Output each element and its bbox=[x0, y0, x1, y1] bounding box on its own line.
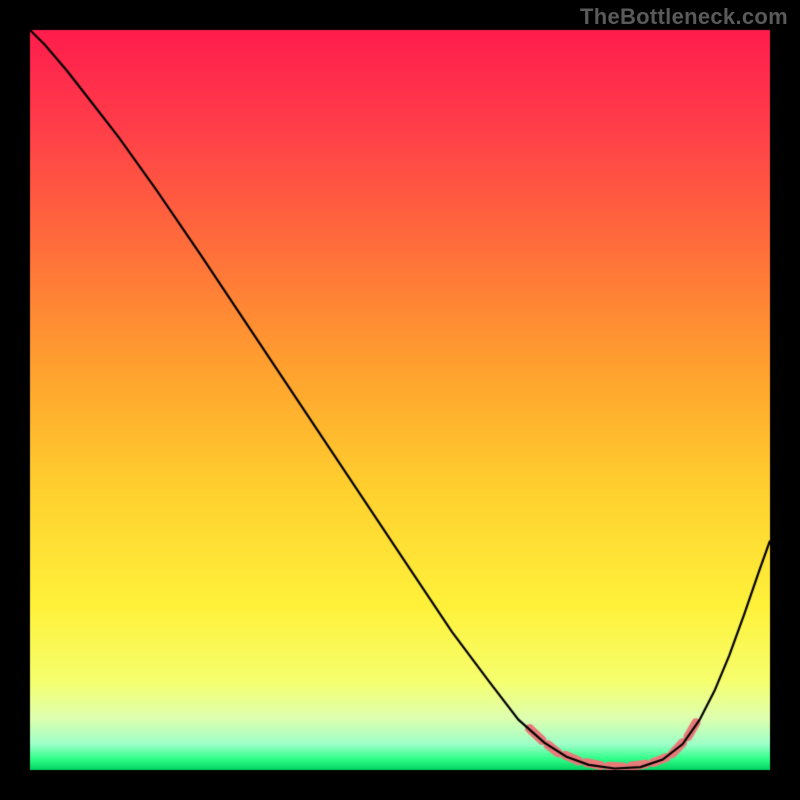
watermark-label: TheBottleneck.com bbox=[580, 4, 788, 30]
bottleneck-curve-chart bbox=[0, 0, 800, 800]
